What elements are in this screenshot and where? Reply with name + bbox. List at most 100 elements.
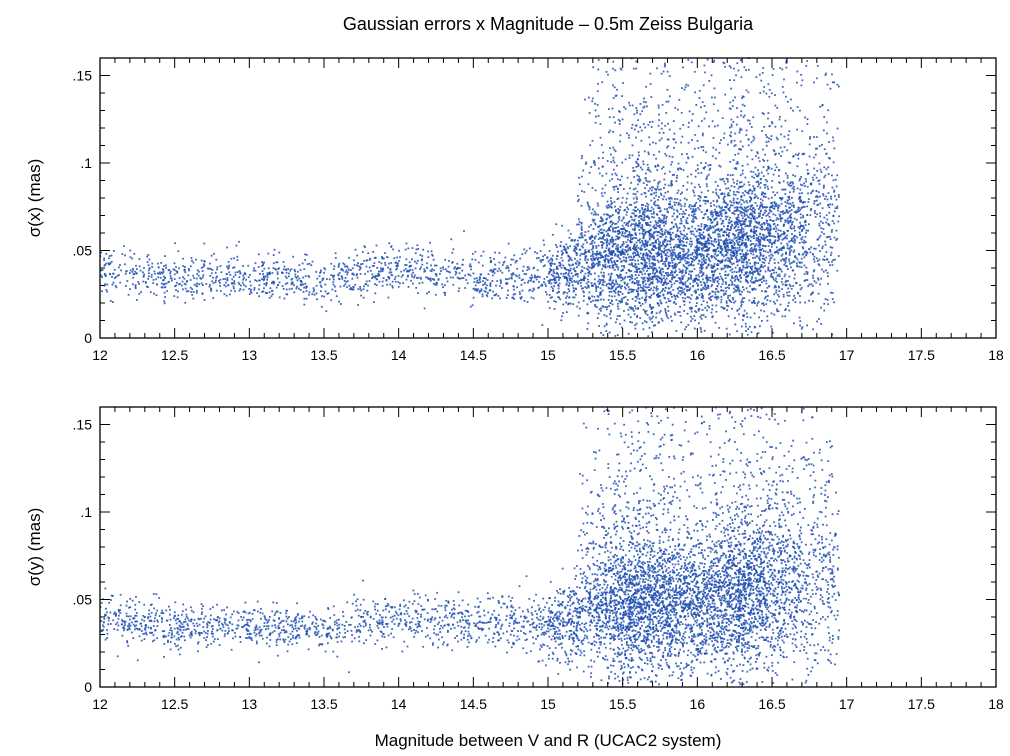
scatter-point — [312, 287, 315, 290]
scatter-point — [184, 283, 187, 286]
scatter-point — [771, 121, 773, 123]
scatter-point — [640, 276, 643, 279]
scatter-point — [681, 269, 684, 272]
scatter-point — [261, 278, 263, 280]
scatter-point — [704, 166, 706, 168]
scatter-point — [646, 270, 648, 272]
scatter-point — [757, 245, 760, 247]
scatter-point — [741, 250, 744, 253]
scatter-point — [684, 202, 686, 205]
scatter-point — [173, 269, 176, 271]
scatter-point — [658, 196, 660, 198]
scatter-point — [114, 276, 117, 278]
scatter-point — [826, 83, 829, 86]
scatter-point — [734, 289, 737, 292]
scatter-point — [718, 214, 720, 217]
scatter-point — [796, 165, 799, 168]
scatter-point — [151, 262, 154, 265]
scatter-point — [565, 276, 568, 279]
scatter-point — [649, 289, 652, 291]
scatter-point — [639, 270, 642, 273]
scatter-point — [745, 89, 748, 92]
scatter-point — [652, 289, 655, 292]
scatter-point — [276, 273, 279, 275]
scatter-point — [692, 208, 695, 210]
scatter-point — [777, 218, 780, 221]
scatter-point — [790, 107, 792, 110]
scatter-point — [623, 277, 626, 280]
scatter-point — [625, 251, 628, 253]
scatter-point — [794, 273, 796, 276]
scatter-point — [743, 201, 746, 204]
scatter-point — [763, 239, 766, 242]
scatter-point — [666, 88, 669, 91]
scatter-point — [617, 237, 620, 240]
scatter-point — [169, 275, 172, 277]
scatter-point — [790, 237, 793, 240]
scatter-point — [558, 282, 561, 285]
scatter-point — [387, 276, 389, 278]
scatter-point — [655, 252, 658, 255]
scatter-point — [437, 278, 440, 280]
scatter-point — [442, 286, 444, 289]
scatter-point — [668, 300, 670, 303]
scatter-point — [278, 251, 281, 254]
scatter-point — [480, 273, 482, 276]
scatter-point — [578, 183, 581, 186]
scatter-point — [427, 256, 430, 259]
scatter-point — [593, 241, 596, 244]
scatter-point — [720, 289, 722, 292]
scatter-point — [609, 240, 612, 243]
scatter-point — [829, 87, 832, 90]
scatter-point — [210, 272, 213, 275]
scatter-point — [215, 279, 217, 282]
scatter-point — [231, 282, 233, 284]
scatter-point — [837, 194, 840, 196]
scatter-point — [757, 208, 760, 210]
scatter-point — [684, 283, 687, 286]
scatter-point — [798, 316, 801, 319]
scatter-point — [622, 278, 624, 281]
scatter-point — [182, 265, 185, 267]
scatter-point — [541, 284, 544, 287]
scatter-point — [679, 222, 682, 225]
scatter-point — [512, 293, 515, 296]
scatter-point — [677, 228, 679, 231]
scatter-point — [717, 291, 720, 293]
scatter-point — [666, 268, 669, 270]
scatter-point — [608, 331, 611, 334]
scatter-point — [629, 187, 631, 190]
scatter-point — [757, 222, 760, 225]
scatter-point — [830, 197, 833, 200]
scatter-point — [601, 187, 604, 190]
scatter-point — [717, 212, 719, 215]
scatter-point — [757, 256, 760, 259]
scatter-point — [717, 250, 720, 253]
scatter-point — [604, 263, 607, 266]
scatter-point — [299, 269, 302, 271]
scatter-point — [649, 304, 651, 307]
scatter-point — [803, 264, 806, 267]
scatter-point — [631, 277, 634, 280]
scatter-point — [711, 316, 714, 319]
scatter-point — [819, 250, 821, 252]
scatter-point — [394, 280, 397, 283]
scatter-point — [629, 276, 632, 278]
scatter-point — [131, 271, 134, 273]
scatter-point — [662, 221, 665, 223]
scatter-point — [652, 324, 655, 327]
scatter-point — [721, 117, 724, 119]
scatter-point — [595, 286, 597, 289]
scatter-point — [825, 221, 828, 224]
scatter-point — [737, 223, 739, 226]
scatter-point — [712, 231, 714, 234]
scatter-point — [761, 257, 764, 260]
scatter-point — [813, 258, 815, 261]
scatter-point — [549, 297, 552, 299]
scatter-point — [615, 174, 618, 177]
scatter-point — [690, 182, 693, 185]
scatter-point — [774, 204, 777, 206]
scatter-point — [593, 237, 596, 240]
scatter-point — [397, 265, 399, 268]
scatter-point — [737, 236, 740, 238]
